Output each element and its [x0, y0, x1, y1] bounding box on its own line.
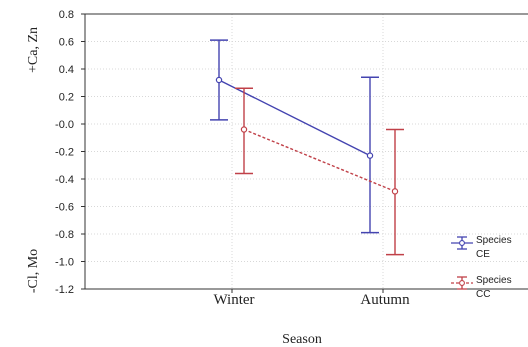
legend-marker — [459, 280, 465, 286]
y-tick-label: -0.8 — [55, 229, 74, 241]
y-ticks: 0.8 0.6 0.4 0.2 -0.0 -0.2 -0.4 -0.6 -0.8 -1.0 -1.2 — [55, 9, 85, 296]
legend: Species CE Species CC — [451, 235, 512, 300]
y-tick-label: -0.6 — [55, 202, 74, 214]
data-point — [391, 188, 399, 195]
series-layer — [210, 39, 404, 256]
x-tick-label: Autumn — [360, 292, 410, 308]
series-line — [243, 128, 396, 193]
y-tick-label: 0.6 — [59, 37, 74, 49]
x-tick-label: Winter — [213, 292, 254, 308]
legend-label: CC — [476, 289, 490, 300]
y-tick-label: 0.4 — [59, 64, 74, 76]
y-tick-label: 0.8 — [59, 9, 74, 21]
legend-label: Species — [476, 275, 512, 286]
x-ticks: Winter Autumn — [213, 289, 410, 308]
legend-item-2: Species CC — [451, 275, 512, 300]
y-tick-label: -0.0 — [55, 119, 74, 131]
data-point — [215, 76, 223, 84]
legend-label: CE — [476, 249, 490, 260]
y-axis-label-bottom: -Cl, Mo — [26, 249, 41, 293]
series-line — [218, 79, 371, 157]
legend-item-1: Species CE — [451, 235, 512, 260]
y-tick-label: -0.2 — [55, 147, 74, 159]
legend-marker — [459, 240, 465, 246]
y-tick-label: 0.2 — [59, 92, 74, 104]
data-point — [240, 126, 248, 133]
x-axis-label: Season — [282, 332, 322, 347]
legend-label: Species — [476, 235, 512, 246]
series-2 — [235, 87, 404, 256]
y-tick-label: -1.2 — [55, 284, 74, 296]
data-point — [366, 152, 374, 159]
y-tick-label: -1.0 — [55, 257, 74, 269]
y-tick-label: -0.4 — [55, 174, 74, 186]
y-axis-label-top: +Ca, Zn — [26, 27, 41, 73]
